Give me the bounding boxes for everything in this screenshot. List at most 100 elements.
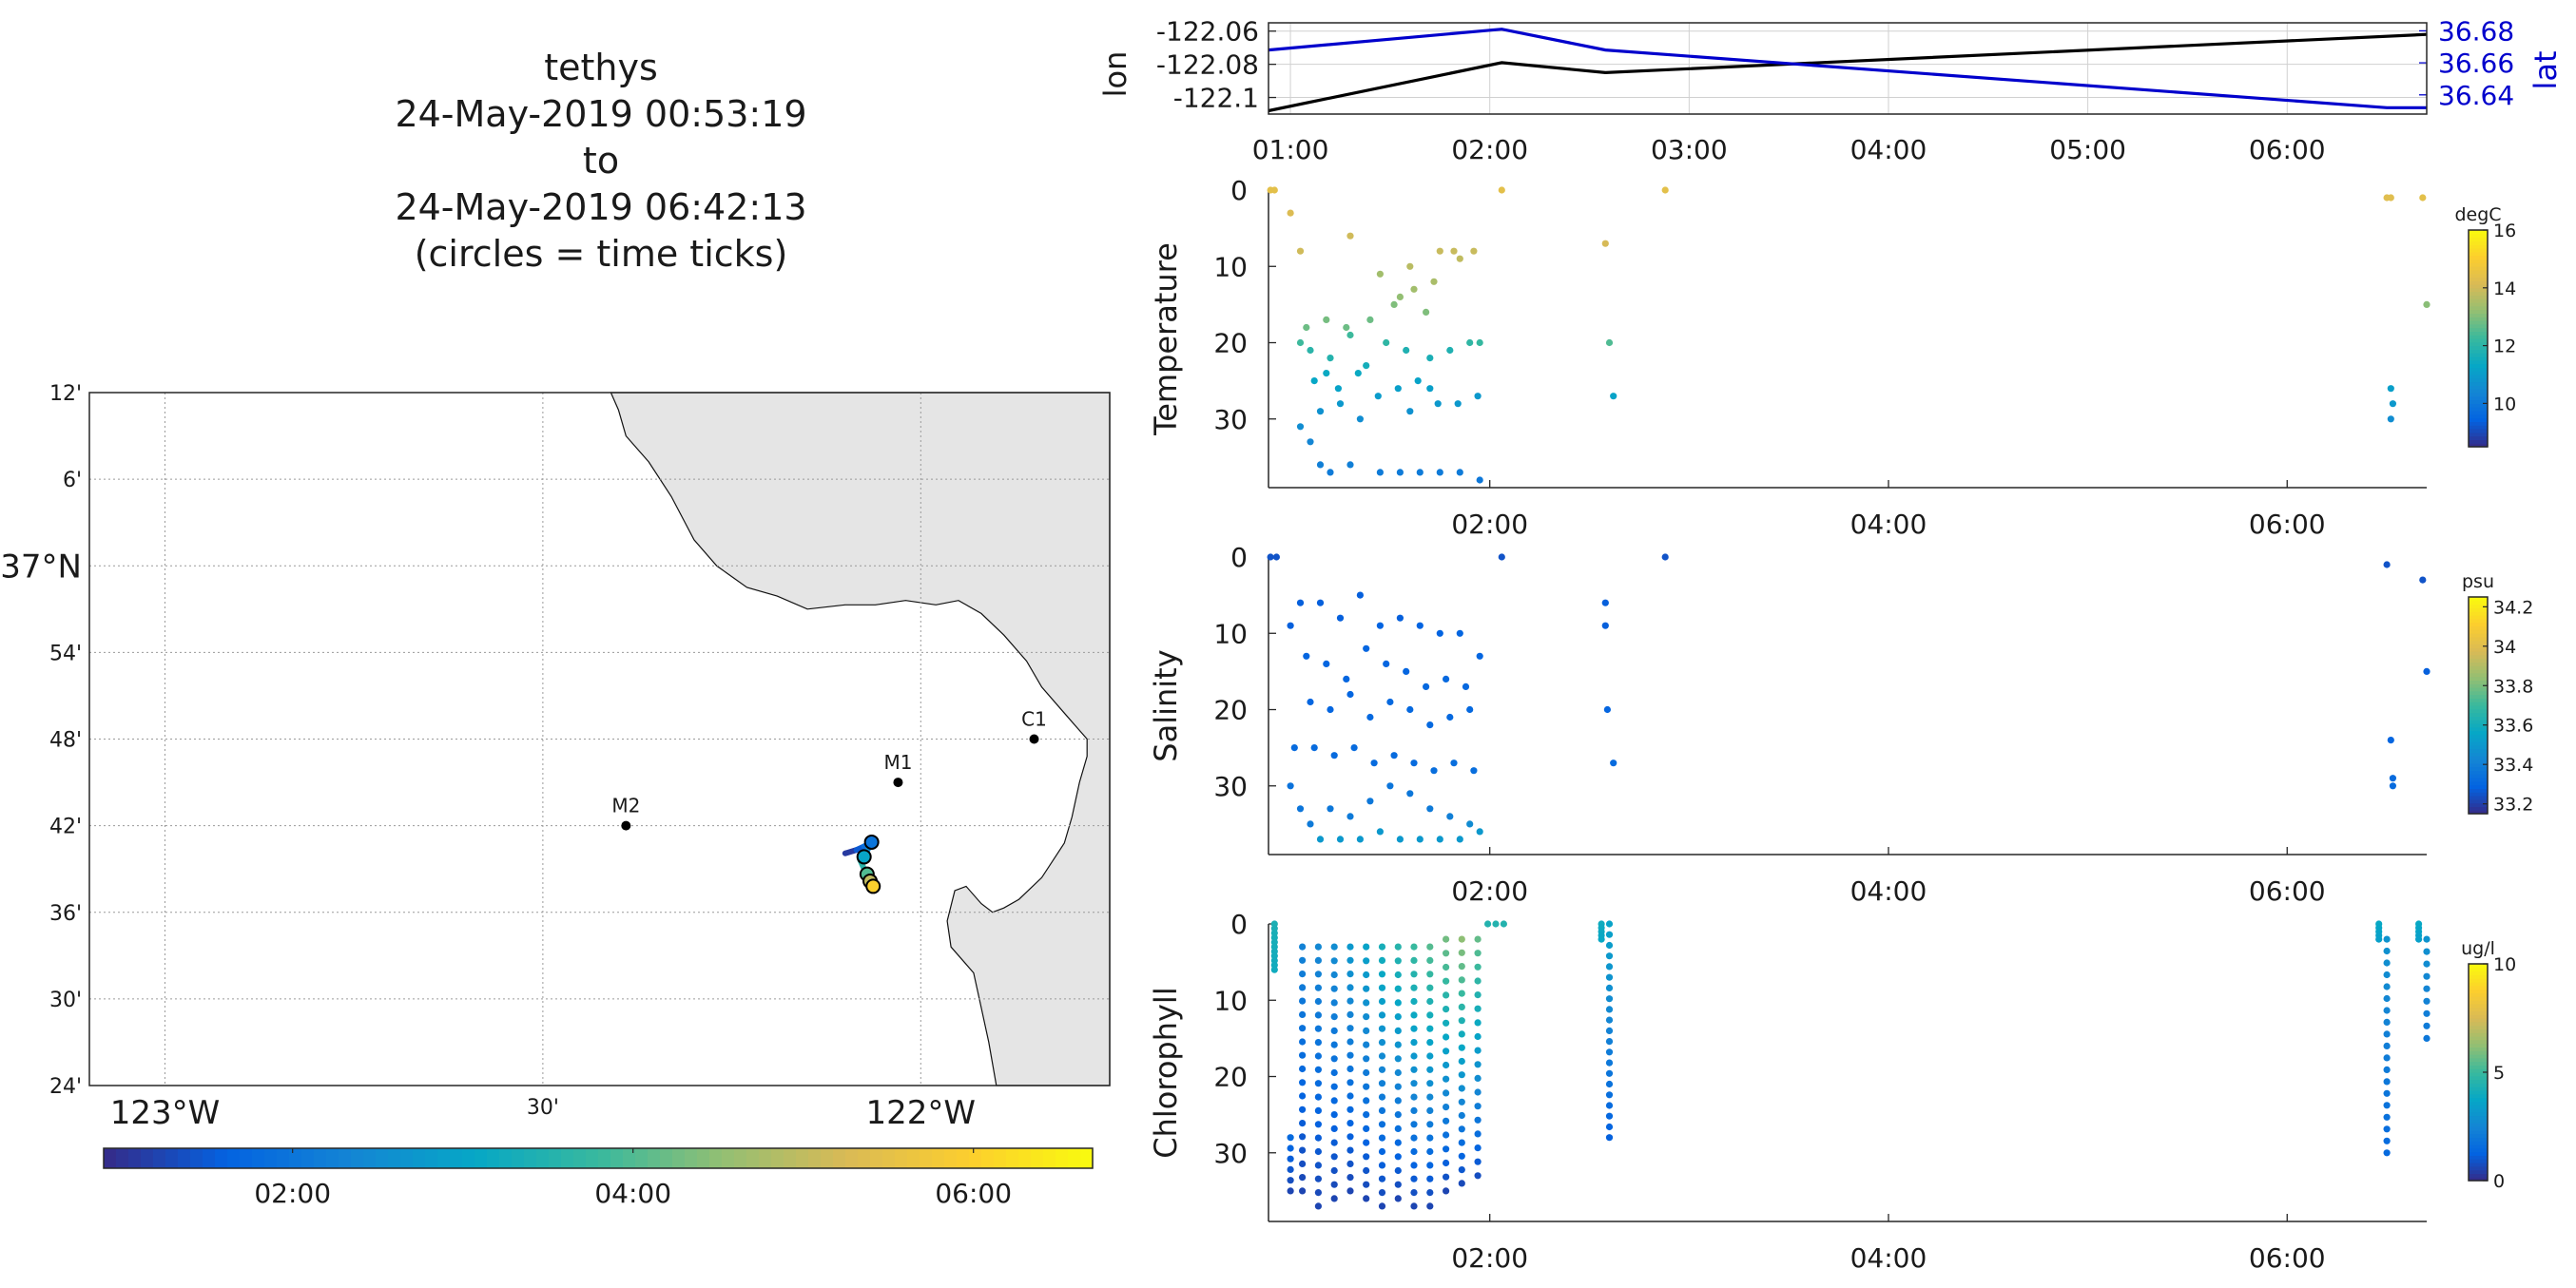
data-point <box>1363 1068 1370 1077</box>
data-point <box>1458 1071 1465 1079</box>
data-point <box>1426 355 1434 362</box>
colorbar-band <box>2469 1065 2488 1069</box>
data-point <box>1426 1175 1434 1182</box>
data-point <box>1410 997 1418 1006</box>
colorbar-band <box>2469 1097 2488 1102</box>
lonlat-frame <box>1268 22 2428 115</box>
data-point <box>1314 1080 1322 1087</box>
colorbar-band <box>2469 810 2488 815</box>
colorbar-band <box>2469 1129 2488 1135</box>
colorbar-band <box>2469 694 2488 699</box>
data-point <box>1394 1111 1402 1119</box>
colorbar-band <box>2469 411 2488 415</box>
data-point <box>1474 1103 1482 1110</box>
data-point <box>1354 370 1362 377</box>
data-point <box>1474 1116 1482 1124</box>
colorbar-band <box>2469 1137 2488 1142</box>
depth-y-tick-label: 0 <box>1230 175 1248 206</box>
data-point <box>1366 713 1374 721</box>
colorbar-band <box>2469 607 2488 612</box>
data-point <box>1423 682 1430 691</box>
lonlat-x-tick-label: 05:00 <box>2049 134 2126 165</box>
data-point <box>1307 438 1314 446</box>
data-point <box>2423 997 2431 1005</box>
data-point <box>1403 667 1410 676</box>
data-point <box>1350 744 1358 752</box>
data-point <box>2423 948 2431 955</box>
data-point <box>1470 767 1478 775</box>
station-label: C1 <box>1021 708 1047 731</box>
data-point <box>1314 1052 1322 1060</box>
data-point <box>1443 1089 1450 1097</box>
data-point <box>1363 1153 1370 1161</box>
colorbar-band <box>2469 291 2488 296</box>
data-point <box>1396 836 1404 843</box>
colorbar-band <box>2469 640 2488 644</box>
data-point <box>1314 971 1322 978</box>
colorbar-band <box>2469 375 2488 379</box>
data-point <box>1314 1121 1322 1128</box>
data-point <box>1410 1202 1418 1210</box>
colorbar-band <box>2469 338 2488 343</box>
data-point <box>1430 767 1438 775</box>
depth-y-tick-label: 0 <box>1230 909 1248 940</box>
data-point <box>2387 737 2394 744</box>
data-point <box>2383 935 2391 943</box>
data-point <box>1346 971 1354 978</box>
data-point <box>1403 346 1410 355</box>
lonlat-left-tick-label: -122.08 <box>1156 49 1259 81</box>
colorbar-band <box>2469 345 2488 350</box>
map-panel: 123°W 30' 122°W 12' 6' 37°N 54' 48' 42' 36' 30' 24'… <box>0 382 1111 1209</box>
data-point <box>1443 1033 1450 1041</box>
data-point <box>1474 1130 1482 1138</box>
station-marker <box>893 778 903 788</box>
data-point <box>1605 1038 1614 1046</box>
time-colorbar-band <box>400 1148 414 1168</box>
colorbar-band <box>2469 698 2488 702</box>
depth-y-tick-label: 30 <box>1213 771 1248 802</box>
map-lon-tick-label: 122°W <box>866 1094 977 1132</box>
depth-x-tick-label: 02:00 <box>1451 1242 1528 1274</box>
data-point <box>1394 1097 1402 1105</box>
data-point <box>1498 553 1505 561</box>
data-point <box>1378 971 1386 978</box>
data-point <box>1474 950 1482 957</box>
colorbar-band <box>2469 381 2488 386</box>
colorbar-band <box>2469 1079 2488 1084</box>
depth-y-axis-label: Chlorophyll <box>1148 987 1184 1158</box>
colorbar-band <box>2469 269 2488 275</box>
data-point <box>1410 1134 1418 1142</box>
data-point <box>2423 300 2431 308</box>
data-point <box>1406 408 1414 415</box>
title-line-1: tethys <box>544 47 658 88</box>
colorbar-band <box>2469 1105 2488 1109</box>
time-colorbar-band <box>969 1148 982 1168</box>
data-point <box>2383 994 2391 1003</box>
colorbar-band <box>2469 1061 2488 1066</box>
data-point <box>2389 775 2396 782</box>
colorbar-band <box>2469 335 2488 339</box>
data-point <box>1426 1052 1434 1060</box>
colorbar-band <box>2469 1101 2488 1105</box>
data-point <box>1450 759 1458 767</box>
depth-y-tick-label: 10 <box>1213 985 1248 1016</box>
colorbar-band <box>2469 1093 2488 1099</box>
colorbar-band <box>2469 389 2488 394</box>
data-point <box>1610 759 1617 767</box>
data-point <box>1394 1083 1402 1090</box>
data-point <box>1476 652 1483 660</box>
colorbar-band <box>2469 1014 2488 1019</box>
data-point <box>1272 553 1280 561</box>
time-colorbar-band <box>462 1148 475 1168</box>
data-point <box>1310 377 1318 385</box>
data-point <box>1378 1175 1386 1182</box>
time-colorbar-band <box>907 1148 920 1168</box>
colorbar-band <box>2469 237 2488 241</box>
data-point <box>2415 935 2423 943</box>
colorbar-tick-label: 10 <box>2493 954 2516 975</box>
colorbar-band <box>2469 759 2488 764</box>
data-point <box>2419 576 2427 584</box>
map-lat-tick-label: 30' <box>49 989 82 1012</box>
